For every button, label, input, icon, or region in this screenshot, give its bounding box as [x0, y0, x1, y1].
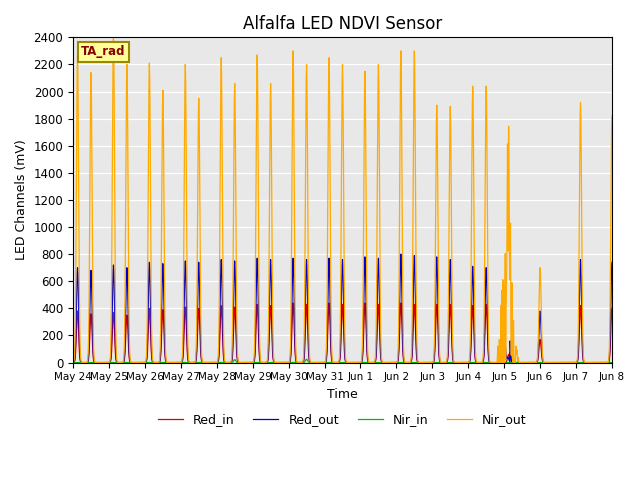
Nir_in	[426, 360, 433, 365]
Red_in	[294, 360, 302, 365]
Text: TA_rad: TA_rad	[81, 46, 125, 59]
Legend: Red_in, Red_out, Nir_in, Nir_out: Red_in, Red_out, Nir_in, Nir_out	[153, 408, 532, 431]
Line: Red_in: Red_in	[73, 303, 612, 362]
Nir_in	[514, 360, 522, 365]
X-axis label: Time: Time	[327, 388, 358, 401]
Nir_out	[69, 360, 77, 365]
Red_out	[294, 360, 301, 365]
Red_out	[426, 360, 433, 365]
Red_in	[608, 305, 616, 311]
Red_in	[556, 360, 564, 365]
Line: Red_out: Red_out	[73, 254, 612, 362]
Line: Nir_out: Nir_out	[73, 37, 612, 362]
Nir_in	[303, 356, 310, 362]
Nir_out	[514, 357, 522, 363]
Nir_out	[294, 360, 302, 365]
Red_out	[69, 360, 77, 365]
Nir_out	[608, 113, 616, 119]
Red_in	[280, 360, 288, 365]
Nir_in	[294, 360, 301, 365]
Red_out	[397, 252, 404, 257]
Y-axis label: LED Channels (mV): LED Channels (mV)	[15, 140, 28, 260]
Nir_in	[561, 360, 568, 365]
Red_out	[556, 360, 564, 365]
Nir_out	[109, 35, 117, 40]
Red_out	[188, 360, 196, 365]
Nir_out	[426, 360, 433, 365]
Red_in	[561, 360, 568, 365]
Title: Alfalfa LED NDVI Sensor: Alfalfa LED NDVI Sensor	[243, 15, 442, 33]
Nir_out	[556, 360, 564, 365]
Red_out	[561, 360, 568, 365]
Red_out	[280, 360, 288, 365]
Red_in	[514, 360, 522, 365]
Red_in	[289, 300, 297, 306]
Nir_in	[280, 360, 288, 365]
Red_in	[69, 360, 77, 365]
Line: Nir_in: Nir_in	[73, 359, 612, 362]
Red_in	[426, 360, 433, 365]
Nir_in	[608, 360, 616, 365]
Red_out	[514, 360, 522, 365]
Nir_in	[188, 360, 196, 365]
Red_out	[608, 259, 616, 265]
Nir_out	[189, 360, 196, 365]
Nir_out	[561, 360, 568, 365]
Nir_in	[69, 360, 77, 365]
Red_in	[188, 360, 196, 365]
Nir_out	[281, 360, 289, 365]
